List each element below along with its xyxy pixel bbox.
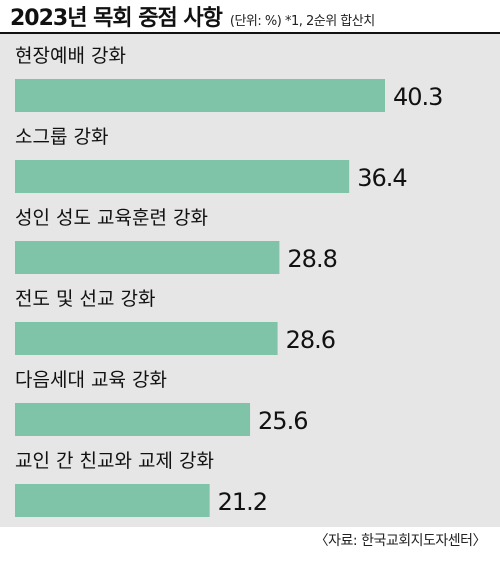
title-row: 2023년 목회 중점 사항 (단위: %) *1, 2순위 합산치 [10, 0, 375, 34]
chart-subtitle: (단위: %) *1, 2순위 합산치 [229, 14, 375, 29]
source-note: 〈자료: 한국교회지도자센터〉 [314, 533, 487, 549]
value-label: 28.8 [287, 245, 336, 273]
bar [15, 322, 278, 355]
bar [15, 241, 280, 274]
category-label: 다음세대 교육 강화 [15, 369, 167, 391]
value-label: 36.4 [357, 164, 406, 192]
category-label: 성인 성도 교육훈련 강화 [15, 207, 208, 229]
category-label: 교인 간 친교와 교제 강화 [15, 450, 214, 472]
bar [15, 79, 385, 112]
category-label: 전도 및 선교 강화 [15, 288, 155, 310]
category-label: 소그룹 강화 [15, 126, 108, 148]
value-label: 28.6 [286, 326, 335, 354]
bar-chart: 현장예배 강화 40.3 소그룹 강화 36.4 성인 성도 교육훈련 강화 28.8 전도… [15, 45, 443, 517]
bar [15, 484, 210, 517]
chart-title: 2023년 목회 중점 사항 [10, 6, 223, 31]
value-label: 21.2 [218, 488, 267, 516]
value-label: 25.6 [258, 407, 307, 435]
bar [15, 160, 350, 193]
chart-panel [0, 34, 500, 527]
bar [15, 403, 251, 436]
title-divider [0, 32, 500, 34]
value-label: 40.3 [393, 83, 442, 111]
category-label: 현장예배 강화 [15, 45, 126, 67]
